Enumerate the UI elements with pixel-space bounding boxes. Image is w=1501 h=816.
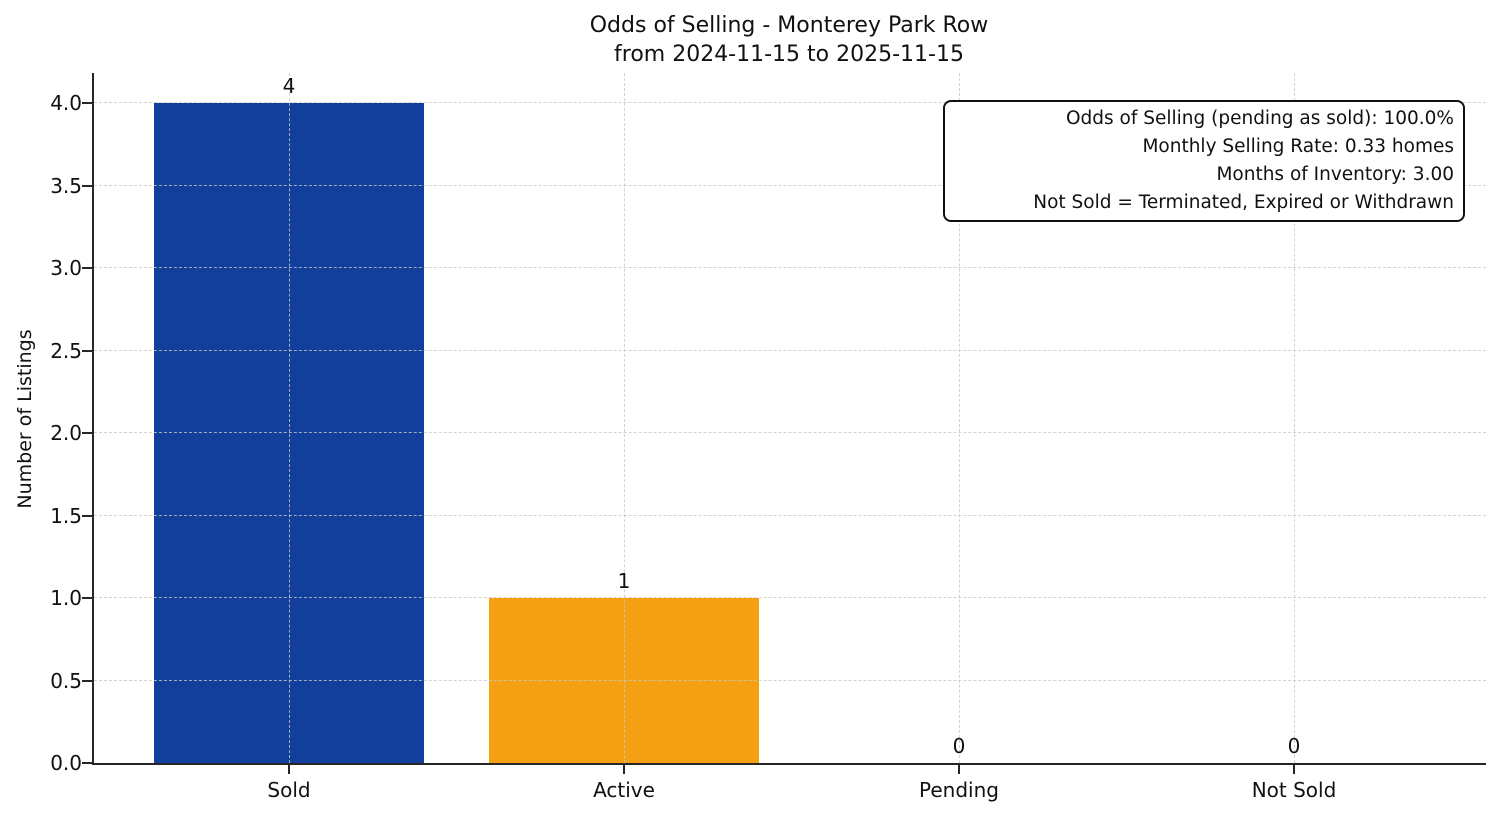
y-tick-mark [82,267,92,269]
y-tick-label: 1.0 [50,586,82,610]
y-tick-label: 2.0 [50,421,82,445]
y-tick-label: 0.5 [50,668,82,693]
y-tick-label: 3.5 [50,173,82,198]
y-tick-mark [82,102,92,104]
y-tick-mark [82,349,92,352]
x-tick-mark [958,765,960,774]
annotation-line-odds: Odds of Selling (pending as sold): 100.0… [1065,108,1454,129]
y-tick-label: 3.0 [50,256,82,280]
y-tick-label: 1.5 [50,503,82,528]
y-tick-label: 2.5 [50,338,82,363]
annotation-line-not-sold-note: Not Sold = Terminated, Expired or Withdr… [1033,192,1454,213]
bar-sold [154,103,424,763]
x-tick-label-pending: Pending [919,778,999,802]
y-tick-label: 0.0 [50,751,82,775]
y-tick-mark [82,679,92,682]
x-tick-mark [288,765,290,774]
annotation-line-selling-rate: Monthly Selling Rate: 0.33 homes [1142,136,1454,157]
y-tick-label: 4.0 [50,91,82,115]
x-tick-mark [623,765,625,774]
bar-value-label-sold: 4 [282,74,296,98]
y-tick-mark [82,762,92,764]
stats-annotation-box: Odds of Selling (pending as sold): 100.0… [943,100,1465,222]
annotation-line-inventory: Months of Inventory: 3.00 [1216,164,1454,185]
chart-subtitle: from 2024-11-15 to 2025-11-15 [614,42,964,67]
chart-title: Odds of Selling - Monterey Park Row [589,13,989,38]
x-tick-mark [1293,765,1295,774]
y-tick-mark [82,514,92,517]
x-tick-label-active: Active [593,778,655,802]
bar-value-label-pending: 0 [952,734,966,758]
y-tick-mark [82,184,92,187]
bar-active [489,598,759,763]
y-tick-mark [82,597,92,599]
bar-value-label-not-sold: 0 [1287,734,1301,758]
x-tick-label-sold: Sold [267,778,311,802]
bar-value-label-active: 1 [617,569,631,593]
y-tick-mark [82,432,92,434]
y-axis-label: Number of Listings [14,329,36,509]
x-tick-label-not-sold: Not Sold [1251,778,1337,802]
